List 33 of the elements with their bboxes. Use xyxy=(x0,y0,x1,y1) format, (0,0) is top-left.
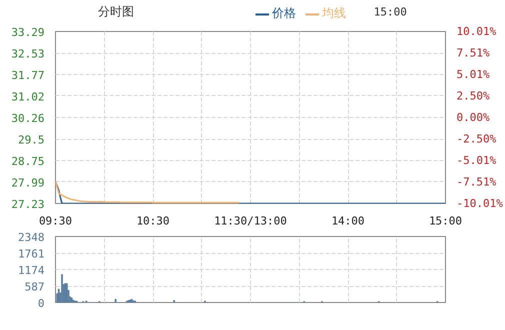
y-tick-label: 30.26 xyxy=(11,112,45,125)
y2-tick-label: 7.51% xyxy=(456,46,490,60)
y2-tick-label: -2.50% xyxy=(456,132,497,146)
y-tick-label: 0 xyxy=(38,297,44,310)
y-tick-label: 33.29 xyxy=(11,26,45,39)
y-tick-label: 587 xyxy=(24,280,45,294)
x-tick-label: 11:30/13:00 xyxy=(214,214,287,228)
y2-tick-label: 5.01% xyxy=(456,68,490,81)
y2-tick-label: 10.01% xyxy=(456,25,497,38)
y-tick-label: 29.5 xyxy=(18,134,45,147)
text: 15:00 xyxy=(374,6,407,18)
y-tick-label: 2348 xyxy=(18,231,45,244)
legend-label: 价格 xyxy=(272,5,296,22)
y-tick-label: 31.02 xyxy=(11,90,45,104)
y-tick-label: 31.77 xyxy=(11,69,45,82)
y-tick-label: 1761 xyxy=(18,248,45,260)
x-tick-label: 15:00 xyxy=(428,214,462,228)
y-tick-label: 32.53 xyxy=(11,48,45,61)
x-tick-label: 10:30 xyxy=(136,214,170,228)
x-tick-label: 14:00 xyxy=(331,214,365,228)
x-tick-label: 09:30 xyxy=(38,214,72,228)
y2-tick-label: -5.01% xyxy=(456,154,497,168)
y-tick-label: 28.75 xyxy=(11,154,45,168)
line-series xyxy=(56,181,240,204)
y2-tick-label: -10.01% xyxy=(456,197,504,210)
chart-title: 分时图 xyxy=(98,4,134,18)
y-tick-label: 1174 xyxy=(18,264,45,277)
y-tick-label: 27.23 xyxy=(11,198,45,211)
y-tick-label: 27.99 xyxy=(11,176,45,190)
legend-label: 均线 xyxy=(322,5,346,22)
y2-tick-label: -7.51% xyxy=(456,176,497,189)
y2-tick-label: 2.50% xyxy=(456,90,490,103)
y2-tick-label: 0.00% xyxy=(456,111,490,124)
